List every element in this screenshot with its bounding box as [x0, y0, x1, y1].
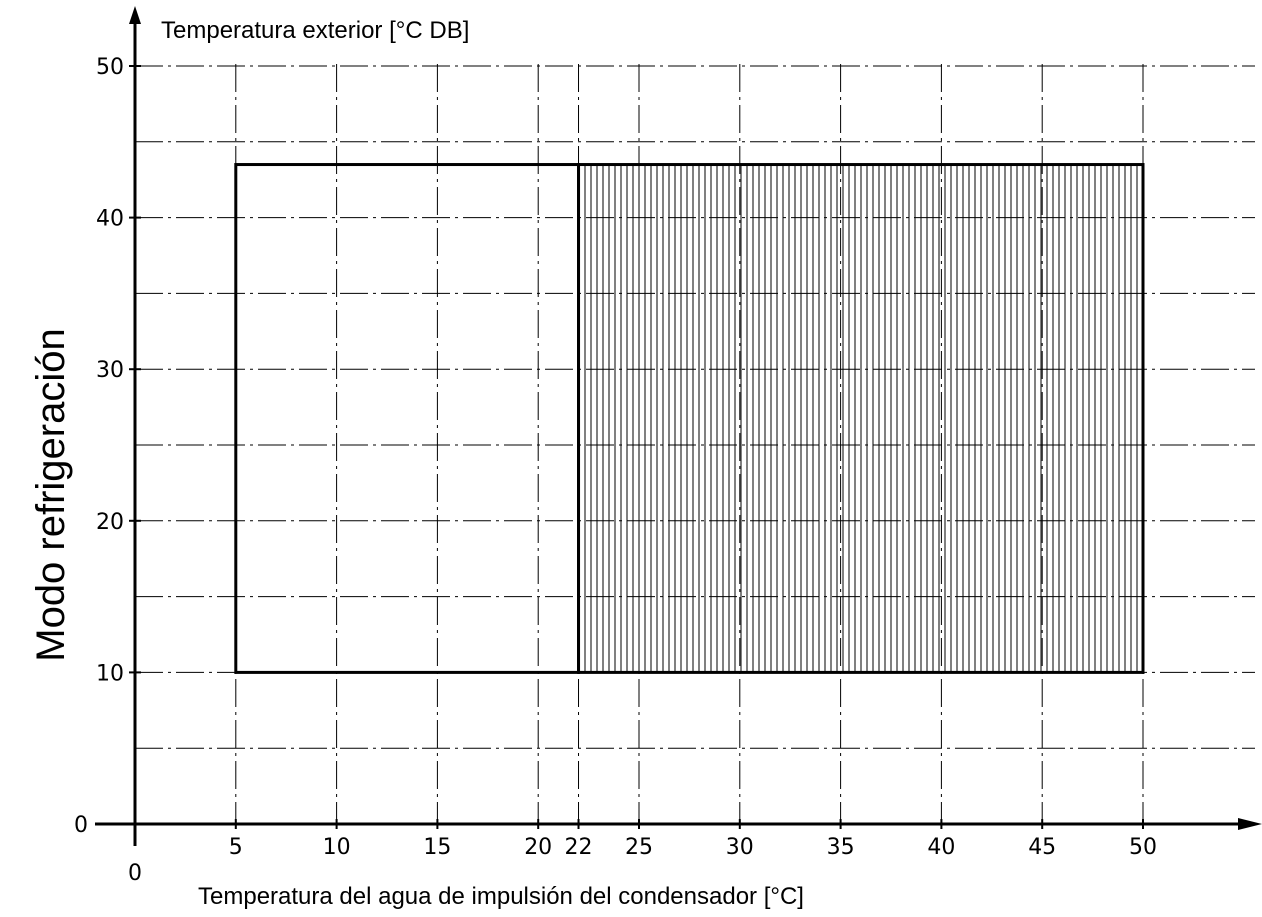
tick-labels: 0 5 10 15 20 22 25 30 35 40 45 50 0 10 20 30 40 50	[74, 55, 1157, 886]
x-axis-title: Temperatura del agua de impulsión del co…	[198, 883, 804, 910]
x-tick-label: 50	[1129, 835, 1157, 860]
x-tick-label: 35	[827, 835, 855, 860]
axes	[95, 6, 1262, 846]
x-tick-label: 15	[423, 835, 451, 860]
region-hatched-outline	[577, 163, 1145, 674]
x-tick-label: 0	[128, 861, 142, 886]
y-tick-label: 0	[74, 813, 88, 838]
x-tick-label: 45	[1028, 835, 1056, 860]
operating-regions	[234, 163, 1145, 674]
x-tick-label: 22	[565, 835, 593, 860]
y-tick-label: 20	[96, 510, 124, 535]
y-axis-title: Temperatura exterior [°C DB]	[161, 17, 469, 44]
y-tick-label: 10	[96, 661, 124, 686]
x-tick-label: 20	[524, 835, 552, 860]
y-tick-label: 40	[96, 207, 124, 232]
x-tick-label: 10	[323, 835, 351, 860]
y-tick-label: 50	[96, 55, 124, 80]
region-hatch-fill	[578, 164, 1143, 673]
x-tick-label: 40	[927, 835, 955, 860]
y-axis-arrow	[129, 6, 141, 24]
y-tick-label: 30	[96, 358, 124, 383]
x-tick-label: 5	[229, 835, 243, 860]
x-axis-arrow	[1238, 818, 1262, 830]
x-tick-label: 30	[726, 835, 754, 860]
x-tick-label: 25	[625, 835, 653, 860]
chart-side-title: Modo refrigeración	[29, 328, 73, 662]
